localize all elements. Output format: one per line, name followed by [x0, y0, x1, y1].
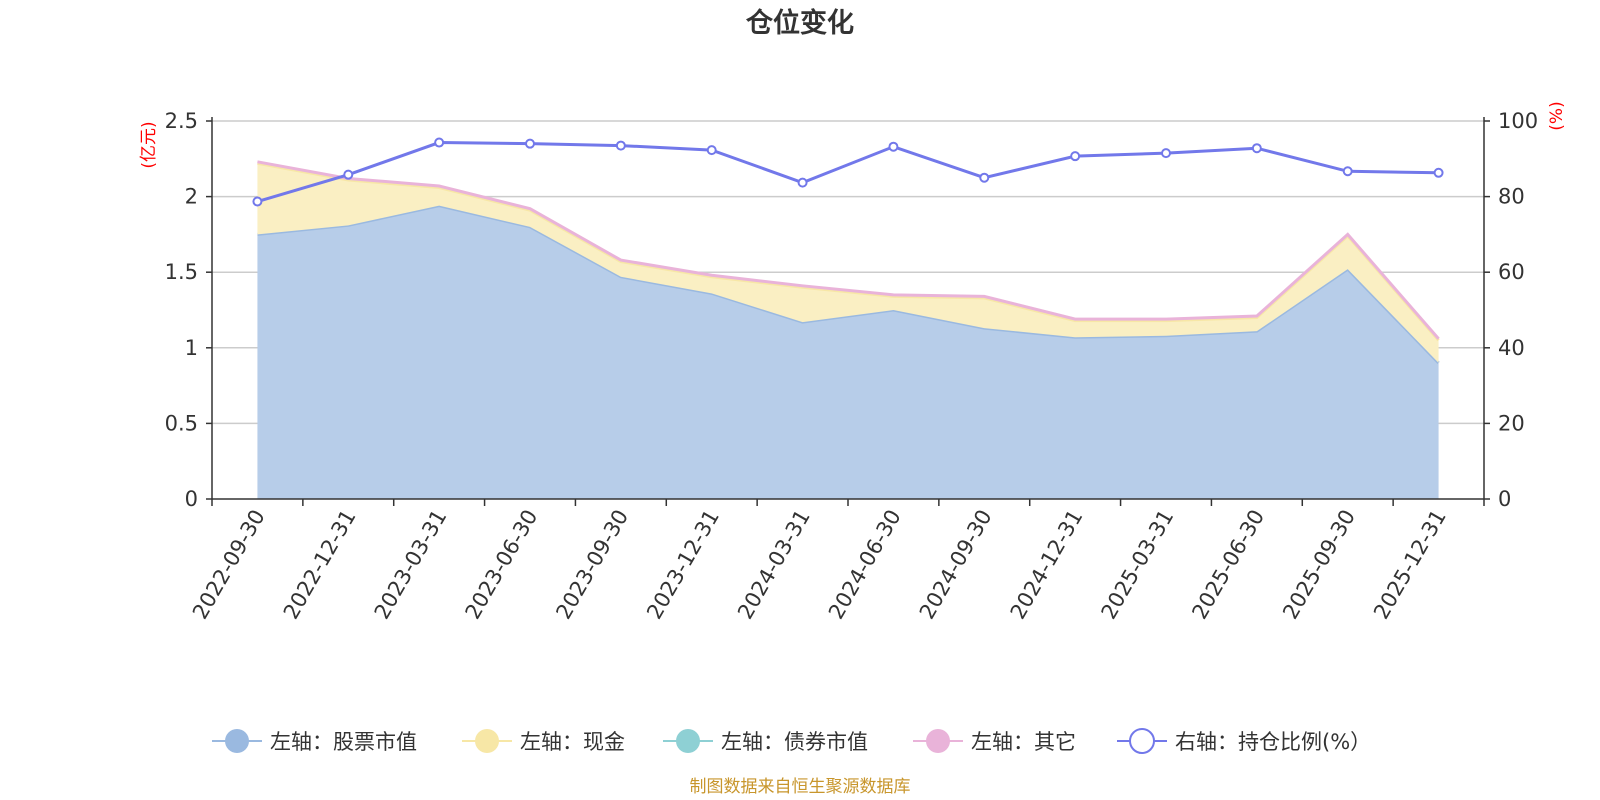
x-tick-label: 2023-03-31	[370, 505, 452, 623]
ratio-point	[1433, 167, 1444, 178]
x-tick-label: 2022-12-31	[279, 506, 361, 624]
legend-label: 左轴：现金	[520, 730, 625, 754]
ratio-point	[1251, 143, 1262, 154]
right-tick-label: 20	[1498, 411, 1525, 435]
x-tick-label: 2022-09-30	[188, 506, 270, 624]
area-0	[257, 205, 1439, 499]
legend-label: 左轴：债券市值	[721, 730, 868, 754]
x-tick-label: 2023-12-31	[642, 506, 724, 624]
right-tick-label: 0	[1498, 487, 1511, 511]
x-tick-label: 2024-03-31	[733, 506, 815, 624]
legend-swatch-marker	[225, 729, 249, 753]
ratio-point	[797, 177, 808, 188]
left-tick-label: 1	[185, 336, 198, 360]
x-tick-label: 2025-09-30	[1278, 506, 1360, 624]
x-tick-label: 2023-09-30	[551, 506, 633, 624]
x-tick-label: 2025-03-31	[1097, 506, 1179, 624]
x-tick-label: 2025-06-30	[1187, 506, 1269, 624]
ratio-point	[525, 138, 535, 149]
legend-label: 左轴：股票市值	[270, 730, 417, 754]
ratio-point	[706, 145, 717, 156]
ratio-point	[343, 169, 354, 180]
x-tick-label: 2023-06-30	[461, 506, 543, 624]
ratio-point	[1070, 151, 1081, 162]
right-tick-label: 100	[1498, 109, 1538, 133]
legend-swatch-marker	[926, 729, 950, 753]
area-series	[257, 160, 1440, 499]
left-tick-label: 0	[185, 487, 198, 511]
left-tick-label: 2	[185, 185, 198, 209]
ratio-point	[979, 172, 990, 183]
ratio-point	[615, 140, 626, 151]
legend-swatch-marker	[1129, 728, 1155, 754]
series-line-3	[257, 160, 1440, 340]
x-tick-label: 2024-12-31	[1006, 506, 1088, 624]
source-note: 制图数据来自恒生聚源数据库	[690, 777, 911, 797]
legend-swatch-marker	[475, 729, 499, 753]
legend-label: 右轴：持仓比例(%）	[1175, 730, 1371, 754]
x-tick-label: 2024-09-30	[915, 505, 997, 623]
left-axis-unit: (亿元)	[139, 121, 159, 168]
position-ratio-line	[252, 137, 1444, 207]
ratio-point	[1161, 148, 1171, 159]
right-tick-label: 80	[1498, 185, 1525, 209]
ratio-point	[1342, 166, 1353, 177]
x-tick-label: 2025-12-31	[1369, 506, 1451, 624]
right-axis-unit: (%)	[1547, 101, 1567, 130]
left-tick-label: 1.5	[165, 260, 198, 284]
ratio-line	[257, 141, 1439, 203]
ratio-point	[434, 137, 445, 148]
ratio-point	[252, 196, 263, 207]
legend-label: 左轴：其它	[971, 730, 1076, 754]
chart-title: 仓位变化	[745, 7, 854, 39]
legend-swatch-marker	[676, 729, 700, 753]
left-tick-label: 0.5	[165, 411, 198, 435]
x-tick-label: 2024-06-30	[824, 506, 906, 624]
right-tick-label: 60	[1498, 260, 1525, 284]
right-tick-label: 40	[1498, 336, 1525, 360]
legend: 左轴：股票市值 左轴：现金 左轴：债券市值 左轴：其它 右轴：持仓比例(%）	[212, 728, 1371, 754]
ratio-point	[888, 141, 899, 152]
left-tick-label: 2.5	[165, 109, 198, 133]
